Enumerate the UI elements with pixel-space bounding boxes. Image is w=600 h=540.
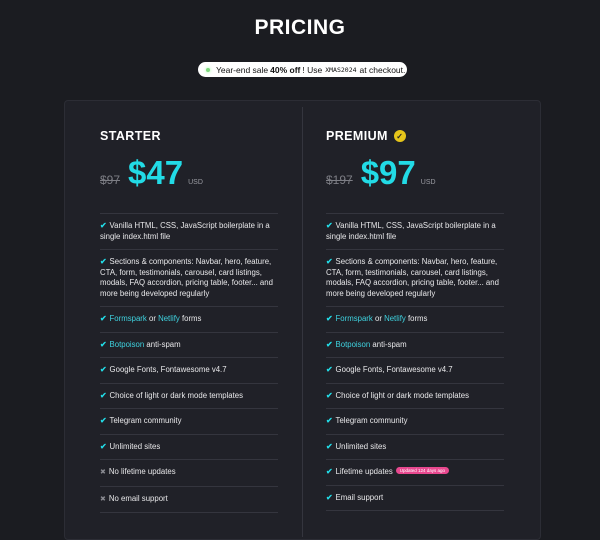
x-icon: ✖ xyxy=(100,495,106,503)
check-icon: ✔ xyxy=(326,441,333,451)
coupon-code: XMAS2024 xyxy=(325,65,357,74)
check-icon: ✔ xyxy=(326,492,333,502)
feature-item: ✔ Google Fonts, Fontawesome v4.7 xyxy=(326,357,504,383)
updated-badge: Updated 124 days ago xyxy=(395,467,450,474)
check-icon: ✔ xyxy=(326,416,333,425)
starter-feature-list: ✔ Vanilla HTML, CSS, JavaScript boilerpla… xyxy=(100,213,278,513)
current-price: $47 xyxy=(128,154,184,191)
check-icon: ✔ xyxy=(100,221,107,230)
botpoison-link[interactable]: Botpoison xyxy=(109,339,145,349)
page-title: PRICING xyxy=(254,16,346,39)
feature-text: forms xyxy=(407,314,428,323)
feature-text: or xyxy=(148,314,156,323)
feature-text: Email support xyxy=(335,492,384,502)
check-icon: ✔ xyxy=(326,365,333,374)
feature-text: Vanilla HTML, CSS, JavaScript boilerplat… xyxy=(100,221,270,241)
feature-item: ✔ Lifetime updates Updated 124 days ago xyxy=(326,459,504,485)
feature-text: Sections & components: Navbar, hero, fea… xyxy=(326,257,499,298)
old-price: $197 xyxy=(326,173,353,187)
feature-item: ✔ Botpoison anti-spam xyxy=(326,331,504,358)
currency: USD xyxy=(420,179,436,186)
feature-item: ✔ Botpoison anti-spam xyxy=(100,331,278,358)
verified-check-icon: ✓ xyxy=(393,130,406,142)
sale-banner: Year-end sale 40% off ! Use XMAS2024 at … xyxy=(198,62,407,77)
feature-text: Vanilla HTML, CSS, JavaScript boilerplat… xyxy=(326,221,496,241)
feature-text: Telegram community xyxy=(335,416,408,425)
current-price: $97 xyxy=(360,154,416,191)
feature-text: Telegram community xyxy=(109,416,182,425)
old-price: $97 xyxy=(100,173,121,187)
netlify-link[interactable]: Netlify xyxy=(384,314,406,323)
feature-text: or xyxy=(374,314,382,323)
feature-item: ✔ Google Fonts, Fontawesome v4.7 xyxy=(100,357,278,383)
feature-text: Choice of light or dark mode templates xyxy=(335,390,470,400)
banner-text: Year-end sale xyxy=(216,64,269,75)
status-dot-icon xyxy=(206,67,210,72)
feature-item: ✔ Unlimited sites xyxy=(100,433,278,460)
check-icon: ✔ xyxy=(326,467,333,476)
plan-name-row: PREMIUM ✓ xyxy=(326,128,504,144)
feature-text: Lifetime updates xyxy=(335,467,393,476)
feature-item: ✔ Choice of light or dark mode templates xyxy=(100,382,278,409)
check-icon: ✔ xyxy=(326,257,333,266)
banner-discount: 40% off xyxy=(270,64,301,75)
feature-text: Unlimited sites xyxy=(109,441,161,451)
check-icon: ✔ xyxy=(326,314,333,323)
feature-item: ✔ Telegram community xyxy=(326,408,504,434)
formspark-link[interactable]: Formspark xyxy=(335,314,373,323)
feature-item: ✖ No lifetime updates xyxy=(100,459,278,486)
check-icon: ✔ xyxy=(100,365,107,374)
feature-text: anti-spam xyxy=(146,339,181,349)
plan-name: PREMIUM xyxy=(326,129,388,143)
column-divider xyxy=(302,107,303,537)
banner-text-mid: ! Use xyxy=(302,64,323,75)
check-icon: ✔ xyxy=(100,390,107,400)
x-icon: ✖ xyxy=(100,469,106,476)
feature-text: Choice of light or dark mode templates xyxy=(109,390,244,400)
botpoison-link[interactable]: Botpoison xyxy=(335,339,371,349)
check-icon: ✔ xyxy=(326,221,333,230)
feature-item: ✔ Sections & components: Navbar, hero, fe… xyxy=(326,249,504,306)
check-icon: ✔ xyxy=(326,339,333,349)
feature-text: anti-spam xyxy=(372,339,407,349)
currency: USD xyxy=(188,179,203,186)
feature-text: Google Fonts, Fontawesome v4.7 xyxy=(335,365,453,374)
feature-item: ✔ Vanilla HTML, CSS, JavaScript boilerpla… xyxy=(326,213,504,249)
feature-item: ✔ Telegram community xyxy=(100,408,278,434)
feature-text: forms xyxy=(181,314,202,323)
feature-text: No email support xyxy=(108,493,168,503)
feature-item: ✖ No email support xyxy=(100,485,278,513)
feature-text: Google Fonts, Fontawesome v4.7 xyxy=(109,365,227,374)
check-icon: ✔ xyxy=(100,416,107,425)
check-icon: ✔ xyxy=(100,339,107,349)
feature-item: ✔ Vanilla HTML, CSS, JavaScript boilerpla… xyxy=(100,213,278,249)
check-icon: ✔ xyxy=(326,390,333,400)
price-row: $197 $97 USD xyxy=(326,154,504,194)
feature-text: Unlimited sites xyxy=(335,441,387,451)
feature-text: Sections & components: Navbar, hero, fea… xyxy=(100,257,273,298)
plan-name: STARTER xyxy=(100,129,161,143)
check-icon: ✔ xyxy=(100,314,107,323)
feature-item: ✔ Formspark or Netlify forms xyxy=(100,306,278,332)
feature-item: ✔ Choice of light or dark mode templates xyxy=(326,382,504,409)
check-icon: ✔ xyxy=(100,257,107,266)
feature-item: ✔ Formspark or Netlify forms xyxy=(326,306,504,332)
banner-text-suffix: at checkout. xyxy=(359,64,406,75)
feature-item: ✔ Unlimited sites xyxy=(326,433,504,460)
feature-item: ✔ Email support xyxy=(326,484,504,511)
netlify-link[interactable]: Netlify xyxy=(158,314,180,323)
plan-starter: STARTER $97 $47 USD xyxy=(100,128,278,194)
formspark-link[interactable]: Formspark xyxy=(109,314,147,323)
check-icon: ✔ xyxy=(100,441,107,451)
feature-text: No lifetime updates xyxy=(108,467,176,476)
price-row: $97 $47 USD xyxy=(100,154,278,194)
feature-item: ✔ Sections & components: Navbar, hero, fe… xyxy=(100,249,278,306)
premium-feature-list: ✔ Vanilla HTML, CSS, JavaScript boilerpla… xyxy=(326,213,504,511)
plan-premium: PREMIUM ✓ $197 $97 USD xyxy=(326,128,504,194)
